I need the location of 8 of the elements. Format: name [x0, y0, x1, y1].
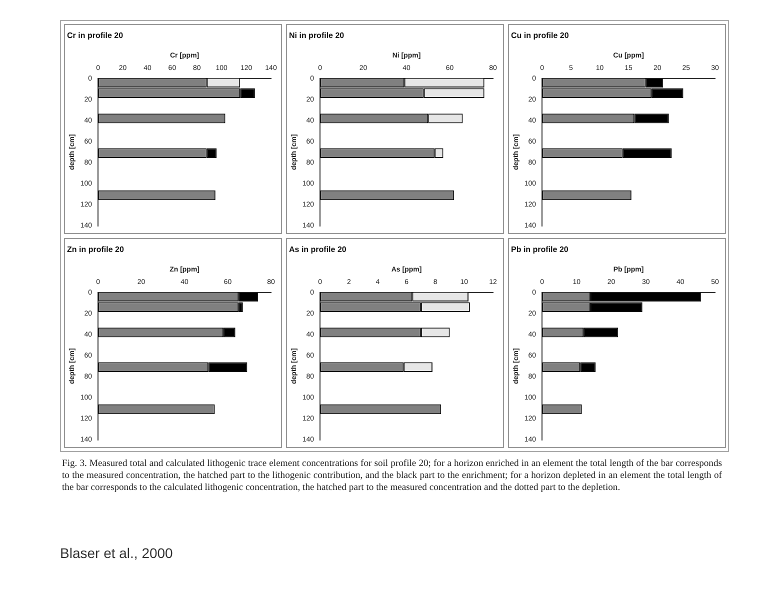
chart-title: Pb in profile 20 [511, 245, 569, 254]
chart-title: Zn in profile 20 [67, 245, 124, 254]
caption: Fig. 3. Measured total and calculated lithogenic trace element concentrations for soil profile 20; for a horizon enriched in an element the total length of the bar corresponds to the measured concentration, the hatched part to the lithogenic contribution, and the black part to the enrichment; for a horizon depleted in an element the total length of the bar corresponds to the calculated lithogenic concentration, the hatched part to the measured concentration and the dotted part to the depletion. [62, 458, 722, 494]
chart-title: Ni in profile 20 [289, 31, 345, 40]
chart-title: As in profile 20 [289, 245, 347, 254]
chart-title: Cr in profile 20 [67, 31, 124, 40]
chart-title: Cu in profile 20 [511, 31, 570, 40]
text: Blaser et al., 2000 [60, 545, 173, 561]
